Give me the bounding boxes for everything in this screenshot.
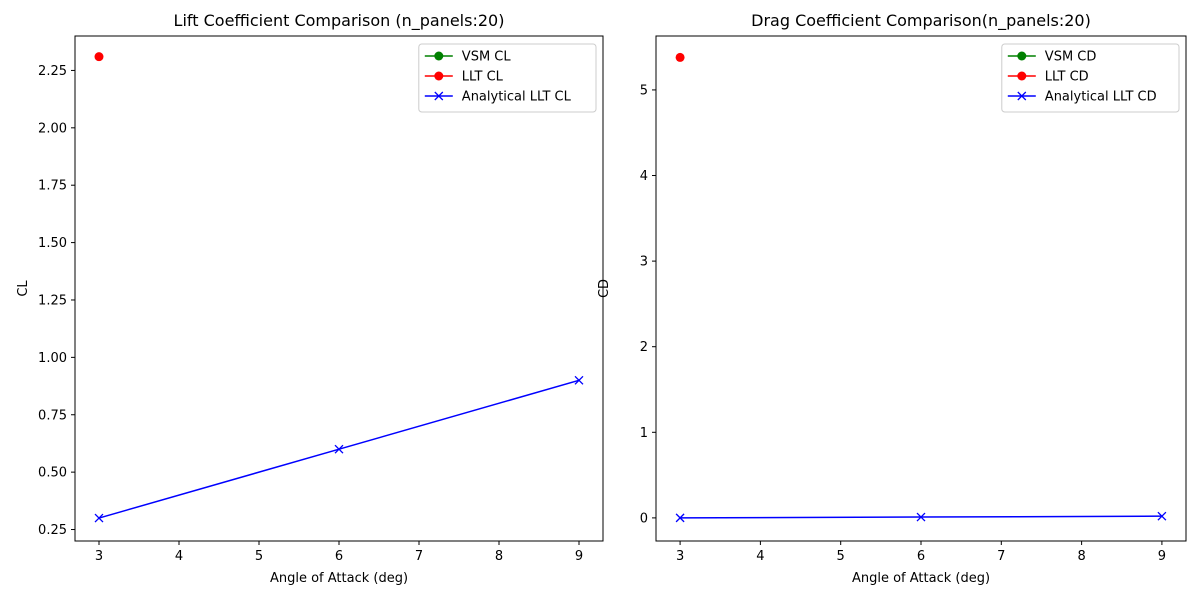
y-tick-label: 3 (640, 255, 648, 270)
legend-label: VSM CL (462, 50, 512, 65)
legend-marker (434, 51, 444, 61)
y-tick-label: 1.00 (38, 351, 67, 366)
y-axis-label: CD (597, 279, 612, 298)
legend-marker (1017, 91, 1027, 101)
x-tick-label: 4 (756, 549, 764, 564)
legend-item: LLT CD (1007, 70, 1089, 85)
legend-item: Analytical LLT CL (424, 90, 572, 105)
data-point (1157, 511, 1167, 521)
x-axis-label: Angle of Attack (deg) (852, 571, 990, 586)
x-tick-label: 5 (837, 549, 845, 564)
data-point-stroke (574, 375, 584, 385)
data-point (574, 375, 584, 385)
legend-label: LLT CL (462, 70, 504, 85)
x-tick-label: 5 (255, 549, 263, 564)
legend-item: LLT CL (424, 70, 504, 85)
data-point (675, 513, 685, 523)
x-tick-label: 9 (575, 549, 583, 564)
x-tick-label: 6 (917, 549, 925, 564)
data-point-stroke (334, 444, 344, 454)
legend-label: VSM CD (1045, 50, 1097, 65)
chart-title: Drag Coefficient Comparison(n_panels:20) (751, 11, 1091, 31)
legend-label: LLT CD (1045, 70, 1089, 85)
x-tick-label: 3 (95, 549, 103, 564)
x-tick-label: 8 (495, 549, 503, 564)
y-tick-label: 0 (640, 511, 648, 526)
y-tick-label: 1.75 (38, 179, 67, 194)
legend-item: VSM CL (424, 50, 512, 65)
x-tick-label: 3 (676, 549, 684, 564)
y-tick-label: 2 (640, 340, 648, 355)
y-tick-label: 0.75 (38, 408, 67, 423)
y-tick-label: 0.25 (38, 523, 67, 538)
chart-panel-1: Lift Coefficient Comparison (n_panels:20… (16, 11, 604, 586)
legend-item: Analytical LLT CD (1007, 90, 1157, 105)
legend-item: VSM CD (1007, 50, 1097, 65)
y-tick-label: 1 (640, 426, 648, 441)
legend-label: Analytical LLT CL (462, 90, 572, 105)
legend: VSM CL LLT CL Analytical LLT CL (418, 43, 597, 113)
y-tick-label: 4 (640, 169, 648, 184)
legend-marker (1017, 51, 1027, 61)
x-tick-label: 8 (1077, 549, 1085, 564)
data-point (334, 444, 344, 454)
legend: VSM CD LLT CD Analytical LLT CD (1001, 43, 1180, 113)
x-tick-label: 7 (415, 549, 423, 564)
data-point (675, 52, 685, 62)
y-tick-label: 2.25 (38, 64, 67, 79)
x-tick-label: 4 (175, 549, 183, 564)
legend-box (418, 43, 597, 113)
plot-frame (74, 35, 604, 542)
data-point-stroke (1157, 511, 1167, 521)
data-point-stroke (916, 512, 926, 522)
data-point (94, 52, 104, 62)
y-tick-label: 1.25 (38, 293, 67, 308)
y-axis-label: CL (16, 280, 31, 297)
data-point (94, 513, 104, 523)
y-tick-label: 0.50 (38, 466, 67, 481)
y-tick-label: 1.50 (38, 236, 67, 251)
x-tick-label: 6 (335, 549, 343, 564)
data-point-stroke (675, 513, 685, 523)
data-point (916, 512, 926, 522)
chart-panel-2: Drag Coefficient Comparison(n_panels:20)… (597, 11, 1187, 586)
legend-marker (434, 71, 444, 81)
chart-title: Lift Coefficient Comparison (n_panels:20… (174, 11, 505, 31)
legend-marker (434, 91, 444, 101)
x-axis-label: Angle of Attack (deg) (270, 571, 408, 586)
data-point-stroke (94, 513, 104, 523)
x-tick-label: 9 (1158, 549, 1166, 564)
plot-frame (655, 35, 1187, 542)
y-tick-label: 2.00 (38, 121, 67, 136)
legend-box (1001, 43, 1180, 113)
x-tick-label: 7 (997, 549, 1005, 564)
y-tick-label: 5 (640, 83, 648, 98)
legend-marker (1017, 71, 1027, 81)
legend-label: Analytical LLT CD (1045, 90, 1157, 105)
